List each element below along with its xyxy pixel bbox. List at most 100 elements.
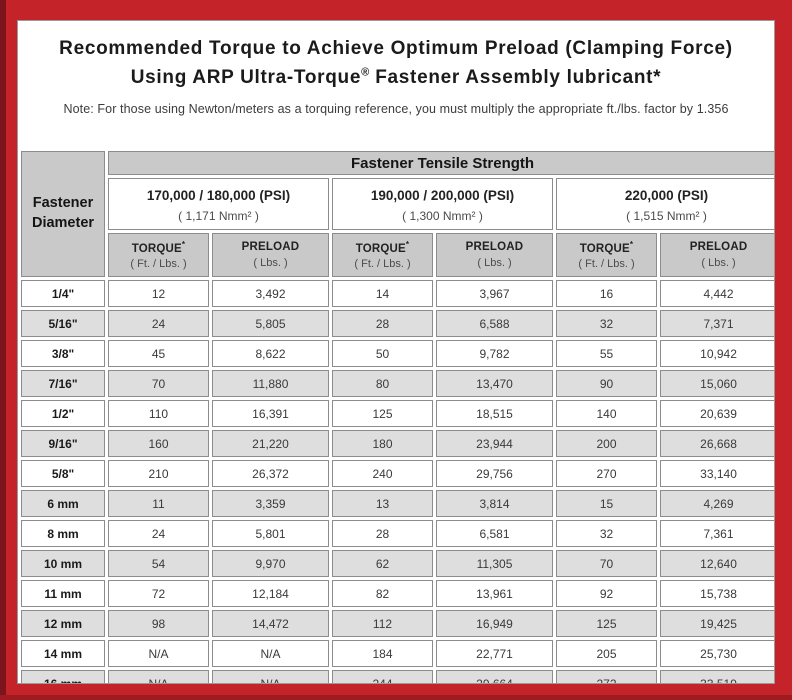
torque-value-cell: 210 [108,460,209,487]
preload-value-cell: 13,961 [436,580,553,607]
table-row: 1/4" 12 3,492 14 3,967 16 4,442 [21,280,774,307]
preload-value-cell: 10,942 [660,340,774,367]
diameter-cell: 11 mm [21,580,105,607]
diameter-cell: 1/2" [21,400,105,427]
tensile-header-row: Fastener Diameter Fastener Tensile Stren… [21,151,774,277]
preload-unit: ( Lbs. ) [701,257,736,269]
torque-value-cell: 24 [108,310,209,337]
nmm-value: ( 1,300 Nmm² ) [402,208,483,223]
diameter-cell: 12 mm [21,610,105,637]
registered-trademark-symbol: ® [361,67,370,80]
torque-value-cell: 70 [556,550,657,577]
preload-column-header-1: PRELOAD ( Lbs. ) [212,233,329,277]
torque-value-cell: 92 [556,580,657,607]
diameter-cell: 6 mm [21,490,105,517]
torque-table: Fastener Diameter Fastener Tensile Stren… [18,148,774,683]
title-line-2: Using ARP Ultra-Torque® Fastener Assembl… [130,67,662,89]
preload-value-cell: 11,880 [212,370,329,397]
torque-footnote-asterisk: * [629,239,634,249]
table-body: 1/4" 12 3,492 14 3,967 16 4,442 5/16" 24 5,805 28 6… [21,280,774,683]
table-row: 10 mm 54 9,970 62 11,305 70 12,640 [21,550,774,577]
table-row: 16 mm N/A N/A 244 29,664 272 33,519 [21,670,774,683]
torque-value-cell: 112 [332,610,433,637]
torque-value-cell: 98 [108,610,209,637]
torque-value-cell: 11 [108,490,209,517]
torque-value-cell: N/A [108,670,209,683]
preload-value-cell: 33,140 [660,460,774,487]
torque-value-cell: 270 [556,460,657,487]
preload-value-cell: 3,492 [212,280,329,307]
torque-value-cell: 14 [332,280,433,307]
diameter-cell: 14 mm [21,640,105,667]
page-title: Recommended Torque to Achieve Optimum Pr… [26,34,766,93]
diameter-cell: 9/16" [21,430,105,457]
torque-footnote-asterisk: * [181,239,186,249]
table-row: 11 mm 72 12,184 82 13,961 92 15,738 [21,580,774,607]
table-row: 3/8" 45 8,622 50 9,782 55 10,942 [21,340,774,367]
psi-value: 170,000 / 180,000 (PSI) [146,187,291,203]
preload-value-cell: 25,730 [660,640,774,667]
table-row: 12 mm 98 14,472 112 16,949 125 19,425 [21,610,774,637]
title-block: Recommended Torque to Achieve Optimum Pr… [18,34,774,148]
torque-value-cell: 32 [556,520,657,547]
preload-value-cell: 19,425 [660,610,774,637]
torque-value-cell: 240 [332,460,433,487]
torque-value-cell: 15 [556,490,657,517]
preload-value-cell: 16,391 [212,400,329,427]
preload-column-header-2: PRELOAD ( Lbs. ) [436,233,553,277]
content-area: Recommended Torque to Achieve Optimum Pr… [17,20,775,684]
diameter-cell: 10 mm [21,550,105,577]
table-row: 5/16" 24 5,805 28 6,588 32 7,371 [21,310,774,337]
preload-value-cell: 18,515 [436,400,553,427]
torque-value-cell: 110 [108,400,209,427]
torque-value-cell: 184 [332,640,433,667]
torque-value-cell: 28 [332,310,433,337]
preload-value-cell: 12,640 [660,550,774,577]
torque-value-cell: 244 [332,670,433,683]
preload-value-cell: 14,472 [212,610,329,637]
torque-value-cell: 90 [556,370,657,397]
torque-unit: ( Ft. / Lbs. ) [578,258,635,271]
preload-value-cell: 20,639 [660,400,774,427]
table-row: 1/2" 110 16,391 125 18,515 140 20,639 [21,400,774,427]
torque-unit: ( Ft. / Lbs. ) [130,258,187,271]
diameter-cell: 16 mm [21,670,105,683]
torque-value-cell: N/A [108,640,209,667]
torque-value-cell: 80 [332,370,433,397]
torque-value-cell: 205 [556,640,657,667]
torque-column-header-1: TORQUE* ( Ft. / Lbs. ) [108,233,209,277]
preload-value-cell: 29,664 [436,670,553,683]
table-row: 5/8" 210 26,372 240 29,756 270 33,140 [21,460,774,487]
torque-value-cell: 82 [332,580,433,607]
preload-value-cell: 11,305 [436,550,553,577]
preload-value-cell: 7,361 [660,520,774,547]
torque-value-cell: 62 [332,550,433,577]
preload-value-cell: 3,967 [436,280,553,307]
preload-value-cell: 13,470 [436,370,553,397]
preload-unit: ( Lbs. ) [253,257,288,269]
torque-value-cell: 72 [108,580,209,607]
torque-value-cell: 125 [332,400,433,427]
tensile-strength-header: Fastener Tensile Strength [108,151,774,175]
preload-value-cell: 15,738 [660,580,774,607]
torque-value-cell: 16 [556,280,657,307]
diameter-cell: 5/8" [21,460,105,487]
preload-value-cell: 22,771 [436,640,553,667]
torque-value-cell: 140 [556,400,657,427]
preload-value-cell: N/A [212,670,329,683]
torque-value-cell: 200 [556,430,657,457]
preload-value-cell: 15,060 [660,370,774,397]
preload-value-cell: 12,184 [212,580,329,607]
torque-value-cell: 272 [556,670,657,683]
torque-value-cell: 70 [108,370,209,397]
preload-value-cell: 21,220 [212,430,329,457]
torque-unit: ( Ft. / Lbs. ) [354,258,411,271]
table-row: 14 mm N/A N/A 184 22,771 205 25,730 [21,640,774,667]
torque-value-cell: 55 [556,340,657,367]
diameter-cell: 3/8" [21,340,105,367]
torque-value-cell: 32 [556,310,657,337]
preload-value-cell: 4,442 [660,280,774,307]
preload-value-cell: 23,944 [436,430,553,457]
torque-value-cell: 54 [108,550,209,577]
